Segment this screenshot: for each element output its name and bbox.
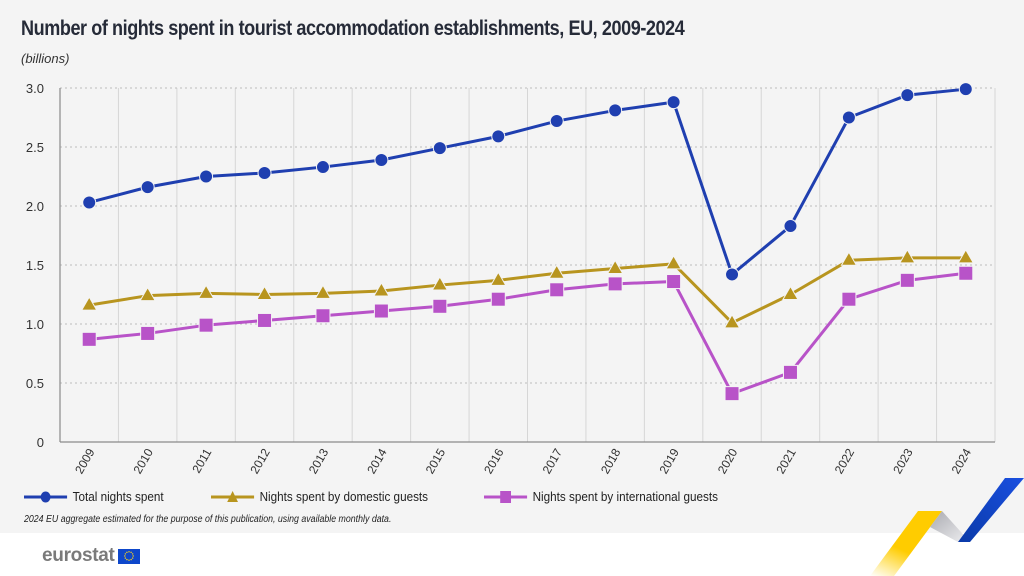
data-point <box>256 285 273 300</box>
data-point <box>783 219 798 234</box>
data-point <box>197 284 215 299</box>
data-point <box>257 312 273 328</box>
legend-label: Total nights spent <box>72 489 164 504</box>
data-point <box>666 274 682 290</box>
x-tick-label: 2012 <box>247 446 273 476</box>
data-point <box>840 251 858 266</box>
data-point <box>958 82 973 97</box>
data-point <box>899 272 915 288</box>
data-point <box>725 267 740 282</box>
data-point <box>608 103 623 118</box>
legend-label: Nights spent by international guests <box>532 489 719 504</box>
data-point <box>549 114 564 129</box>
chart-panel <box>0 0 1024 533</box>
data-point <box>315 160 330 175</box>
data-point <box>314 284 332 299</box>
x-tick-label: 2018 <box>598 446 624 476</box>
eu-flag-icon <box>117 548 140 564</box>
data-point <box>782 285 799 300</box>
y-tick-label: 1.0 <box>26 317 44 332</box>
data-point <box>199 169 214 184</box>
data-point <box>80 296 98 311</box>
y-tick-label: 1.5 <box>26 258 44 273</box>
x-tick-label: 2009 <box>72 446 98 476</box>
line-chart: 0 0.5 1.0 1.5 2.0 2.5 3.0 2009 2010 2011 2012 2013 2… <box>26 81 996 476</box>
data-point <box>607 276 623 292</box>
y-tick-label: 3.0 <box>26 81 44 96</box>
data-point <box>198 317 214 333</box>
y-tick-label: 0 <box>37 435 44 450</box>
data-point <box>724 386 740 402</box>
x-tick-label: 2020 <box>715 446 741 476</box>
decorative-ribbon-icon <box>870 478 1024 576</box>
x-tick-label: 2010 <box>131 446 157 476</box>
data-point <box>432 141 447 156</box>
data-point <box>841 291 857 307</box>
series-lines <box>88 87 966 396</box>
footnote: 2024 EU aggregate estimated for the purp… <box>24 514 392 525</box>
data-point <box>723 313 741 329</box>
y-tick-label: 0.5 <box>26 376 44 391</box>
chart-unit: (billions) <box>21 51 70 66</box>
circle-marker-icon <box>24 491 68 502</box>
data-point <box>432 298 448 314</box>
x-tick-label: 2017 <box>540 446 566 476</box>
logo-text: eurostat <box>42 545 115 566</box>
triangle-marker-icon <box>211 490 255 502</box>
x-tick-label: 2016 <box>481 446 507 476</box>
data-point <box>257 165 272 180</box>
data-point <box>315 308 331 324</box>
data-point <box>373 303 389 319</box>
x-tick-label: 2021 <box>773 446 799 476</box>
data-point <box>898 248 916 264</box>
data-point <box>431 276 449 291</box>
data-point <box>900 88 915 103</box>
data-point <box>82 195 97 210</box>
data-point <box>490 291 506 307</box>
data-point <box>139 286 157 302</box>
data-point <box>373 281 390 297</box>
data-point <box>489 271 507 286</box>
x-tick-label: 2015 <box>423 446 449 476</box>
series-line-1 <box>88 256 966 325</box>
data-point <box>548 264 566 279</box>
data-point <box>665 254 682 270</box>
x-tick-label: 2019 <box>656 446 682 476</box>
chart-title: Number of nights spent in tourist accomm… <box>21 17 685 40</box>
data-point <box>841 110 856 125</box>
legend-item-domestic: Nights spent by domestic guests <box>211 489 428 504</box>
data-point <box>782 364 798 380</box>
legend-label: Nights spent by domestic guests <box>259 489 429 504</box>
x-tick-label: 2011 <box>189 446 214 476</box>
eurostat-logo: eurostat <box>42 545 140 567</box>
series-line-0 <box>88 87 966 276</box>
legend-item-international: Nights spent by international guests <box>484 489 718 504</box>
data-point <box>958 265 974 281</box>
y-tick-label: 2.5 <box>26 140 44 155</box>
data-point <box>140 325 156 341</box>
data-point <box>81 331 97 347</box>
x-tick-label: 2013 <box>306 446 332 476</box>
series-markers <box>80 82 975 402</box>
data-point <box>666 95 681 110</box>
data-point <box>140 180 155 195</box>
legend: Total nights spent Nights spent by domes… <box>24 489 744 504</box>
y-tick-label: 2.0 <box>26 199 44 214</box>
data-point <box>374 152 389 167</box>
series-line-2 <box>89 271 966 396</box>
x-tick-label: 2014 <box>364 446 390 476</box>
data-point <box>957 248 975 264</box>
data-point <box>491 129 506 144</box>
data-point <box>606 259 624 275</box>
square-marker-icon <box>484 490 528 503</box>
legend-item-total: Total nights spent <box>24 489 164 504</box>
data-point <box>549 282 565 298</box>
